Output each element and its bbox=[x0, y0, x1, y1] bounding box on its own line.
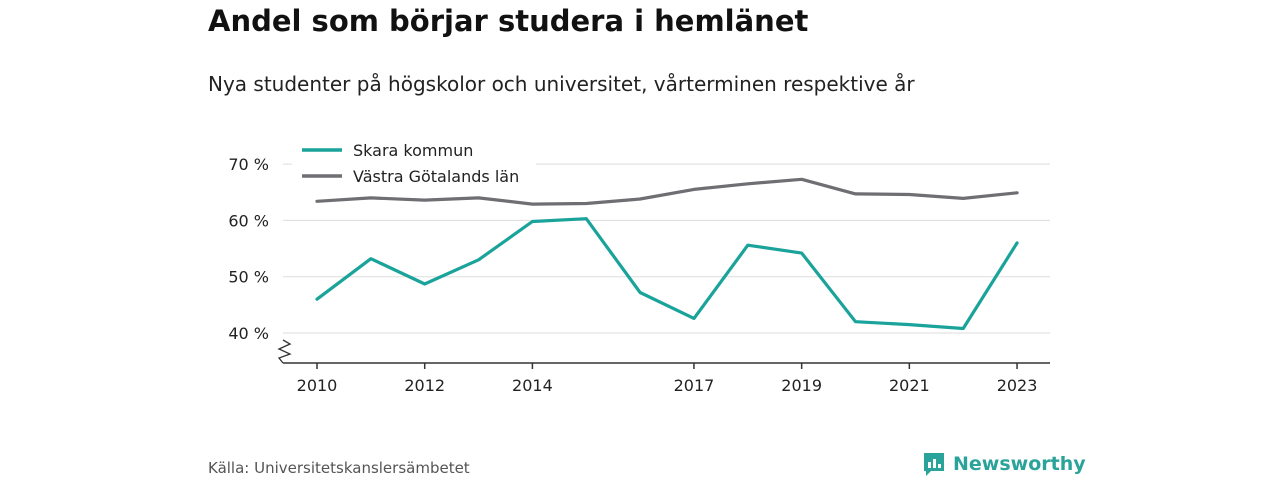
source-note: Källa: Universitetskanslersämbetet bbox=[208, 459, 470, 477]
x-tick-label: 2017 bbox=[674, 376, 715, 395]
y-axis-ticks: 40 % 50 % 60 % 70 % bbox=[228, 155, 269, 343]
y-tick-label: 40 % bbox=[228, 324, 269, 343]
newsworthy-logo-icon bbox=[924, 453, 944, 476]
y-tick-label: 70 % bbox=[228, 155, 269, 174]
x-tick-label: 2010 bbox=[297, 376, 338, 395]
chart-subtitle: Nya studenter på högskolor och universit… bbox=[208, 72, 915, 96]
chart-title: Andel som börjar studera i hemlänet bbox=[208, 4, 809, 38]
y-tick-label: 60 % bbox=[228, 211, 269, 230]
x-tick-label: 2014 bbox=[512, 376, 553, 395]
newsworthy-logo-text: Newsworthy bbox=[953, 453, 1086, 475]
axis-break-icon bbox=[277, 339, 292, 364]
legend-label: Skara kommun bbox=[353, 141, 473, 160]
line-chart: 40 % 50 % 60 % 70 % 2010 2012 2014 2017 2019 202… bbox=[228, 136, 1050, 395]
x-tick-label: 2023 bbox=[997, 376, 1038, 395]
legend: Skara kommun Västra Götalands län bbox=[292, 136, 536, 192]
x-axis: 2010 2012 2014 2017 2019 2021 2023 bbox=[277, 339, 1050, 395]
legend-background bbox=[292, 136, 536, 192]
newsworthy-logo: Newsworthy bbox=[922, 450, 1086, 478]
x-tick-label: 2019 bbox=[781, 376, 822, 395]
y-tick-label: 50 % bbox=[228, 268, 269, 287]
legend-label: Västra Götalands län bbox=[353, 167, 519, 186]
series-line-2 bbox=[315, 177, 1019, 206]
series-lines bbox=[315, 177, 1019, 331]
x-tick-label: 2012 bbox=[404, 376, 445, 395]
x-tick-label: 2021 bbox=[889, 376, 930, 395]
series-line-1 bbox=[315, 217, 1019, 331]
